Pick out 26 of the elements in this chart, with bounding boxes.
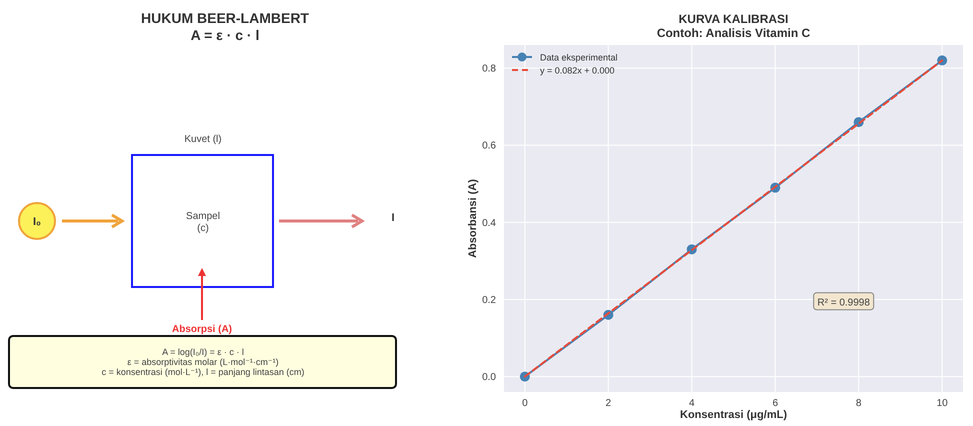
text: Sampel (c): [186, 211, 220, 234]
y-axis-title: Absorbansi (A): [467, 178, 479, 258]
x-tick-label: 2: [606, 398, 612, 409]
text: HUKUM BEER-LAMBERT: [141, 10, 310, 26]
text: I₀: [32, 216, 42, 228]
text: Kuvet (l): [184, 134, 222, 145]
legend-label: y = 0.082x + 0.000: [540, 66, 615, 76]
y-tick-label: 0.4: [482, 218, 496, 229]
x-tick-label: 10: [936, 398, 948, 409]
x-tick-label: 8: [856, 398, 862, 409]
x-tick-label: 0: [522, 398, 528, 409]
text: I: [391, 212, 395, 224]
annotation: R² = 0.9998: [817, 297, 870, 308]
y-tick-label: 0.2: [482, 294, 496, 306]
chart-title: KURVA KALIBRASI: [678, 12, 788, 26]
x-axis-title: Konsentrasi (μg/mL): [680, 409, 788, 421]
text: Absorpsi (A): [172, 324, 232, 335]
text: A = log(I₀/I) = ε · c · l ε = absorptivitas molar (L·mol⁻¹·cm⁻¹) c = konsentrasi (mol·L⁻¹), l = panjang lintasan (cm): [102, 347, 304, 377]
text: A = ε · c · l: [190, 27, 260, 43]
legend-label: Data eksperimental: [540, 52, 618, 62]
x-tick-label: 6: [772, 398, 778, 409]
y-tick-label: 0.6: [482, 140, 496, 152]
chart-subtitle: Contoh: Analisis Vitamin C: [656, 26, 810, 40]
y-tick-label: 0.0: [482, 372, 496, 384]
y-tick-label: 0.8: [482, 64, 496, 75]
x-tick-label: 4: [688, 398, 695, 409]
